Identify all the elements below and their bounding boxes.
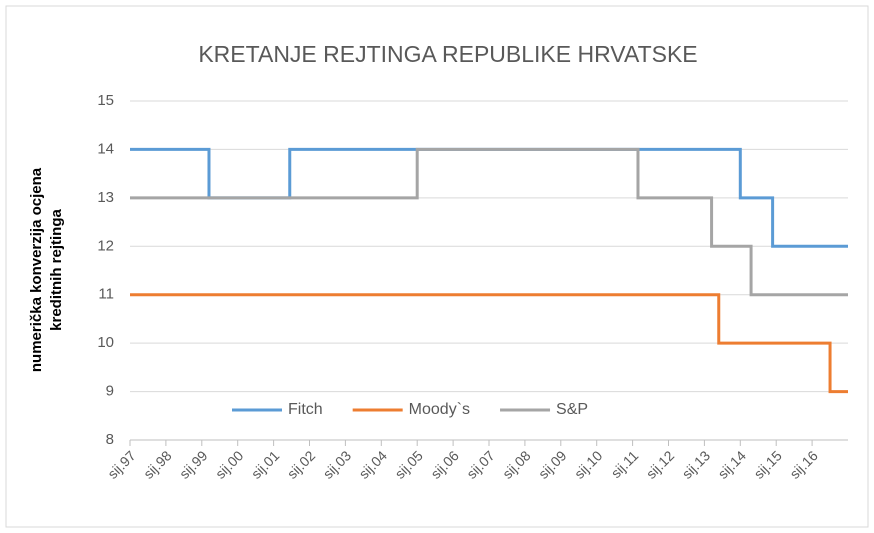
chart-title: KRETANJE REJTINGA REPUBLIKE HRVATSKE [198, 41, 697, 67]
legend-label: Fitch [288, 401, 323, 418]
y-axis-label-line: kreditnih rejtinga [48, 209, 65, 331]
y-tick-label: 10 [97, 334, 114, 351]
legend-label: Moody`s [409, 401, 470, 418]
y-tick-label: 14 [97, 140, 114, 157]
legend-label: S&P [556, 401, 588, 418]
y-axis-label-line: numerička konverzija ocjena [28, 167, 45, 372]
y-tick-label: 15 [97, 92, 114, 109]
y-tick-label: 12 [97, 237, 114, 254]
y-tick-label: 13 [97, 189, 114, 206]
series-line [130, 147, 848, 297]
y-axis-label: numerička konverzija ocjena kreditnih re… [28, 167, 65, 372]
y-tick-label: 11 [98, 286, 114, 303]
series-line [130, 293, 848, 394]
y-tick-label: 8 [106, 431, 114, 448]
y-tick-label: 9 [106, 383, 114, 400]
